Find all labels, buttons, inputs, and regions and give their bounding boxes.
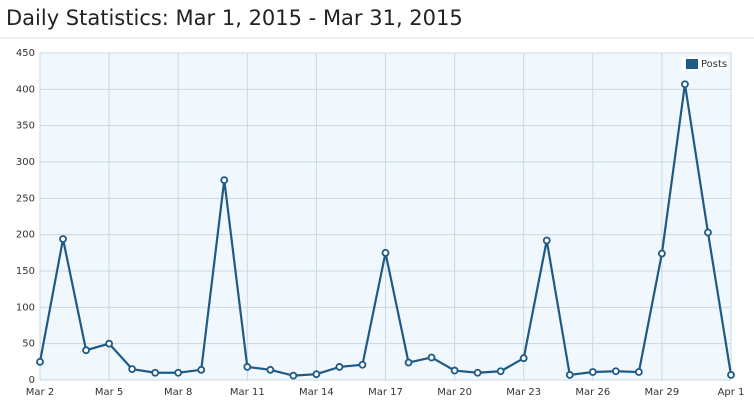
point bbox=[404, 358, 413, 367]
y-tick-label: 300 bbox=[16, 157, 35, 168]
point bbox=[496, 367, 505, 376]
point bbox=[565, 371, 574, 379]
point bbox=[381, 248, 390, 257]
point bbox=[128, 365, 137, 374]
y-tick-label: 450 bbox=[16, 48, 35, 59]
point bbox=[82, 346, 90, 355]
x-tick-label: Mar 14 bbox=[299, 387, 334, 398]
x-tick-label: Mar 26 bbox=[575, 387, 610, 398]
x-tick-label: Mar 17 bbox=[368, 387, 403, 398]
point bbox=[151, 368, 160, 377]
point bbox=[335, 363, 344, 371]
point bbox=[658, 249, 666, 258]
point bbox=[611, 367, 620, 376]
point bbox=[727, 371, 735, 379]
legend-swatch bbox=[686, 59, 698, 69]
y-tick-label: 0 bbox=[29, 375, 35, 386]
point bbox=[220, 176, 229, 185]
point bbox=[105, 339, 113, 348]
point bbox=[197, 365, 206, 374]
y-tick-label: 200 bbox=[16, 230, 35, 241]
point bbox=[266, 365, 275, 374]
x-tick-label: Mar 29 bbox=[645, 387, 680, 398]
point bbox=[289, 371, 298, 380]
point bbox=[704, 228, 712, 237]
point bbox=[519, 354, 528, 363]
point bbox=[634, 368, 643, 376]
point bbox=[36, 357, 44, 366]
point bbox=[312, 370, 321, 379]
point bbox=[174, 368, 183, 377]
y-tick-label: 250 bbox=[16, 193, 35, 204]
point bbox=[358, 360, 367, 369]
point bbox=[681, 80, 689, 89]
x-tick-label: Mar 5 bbox=[95, 387, 123, 398]
x-tick-label: Mar 23 bbox=[506, 387, 541, 398]
point bbox=[59, 235, 67, 243]
point bbox=[473, 368, 482, 377]
y-tick-label: 350 bbox=[16, 121, 35, 132]
y-tick-label: 100 bbox=[16, 302, 35, 313]
point bbox=[450, 366, 459, 375]
y-tick-label: 400 bbox=[16, 84, 35, 95]
x-tick-label: Mar 11 bbox=[230, 387, 265, 398]
x-tick-label: Mar 2 bbox=[26, 387, 54, 398]
x-tick-label: Apr 1 bbox=[718, 387, 745, 398]
x-tick-label: Mar 20 bbox=[437, 387, 472, 398]
point bbox=[588, 368, 597, 376]
x-tick-label: Mar 8 bbox=[164, 387, 192, 398]
chart-title: Daily Statistics: Mar 1, 2015 - Mar 31, … bbox=[6, 6, 463, 30]
point bbox=[243, 363, 252, 371]
y-tick-label: 50 bbox=[22, 339, 35, 350]
point bbox=[542, 236, 551, 245]
legend-label: Posts bbox=[701, 59, 727, 70]
point bbox=[427, 353, 436, 362]
y-tick-label: 150 bbox=[16, 266, 35, 277]
